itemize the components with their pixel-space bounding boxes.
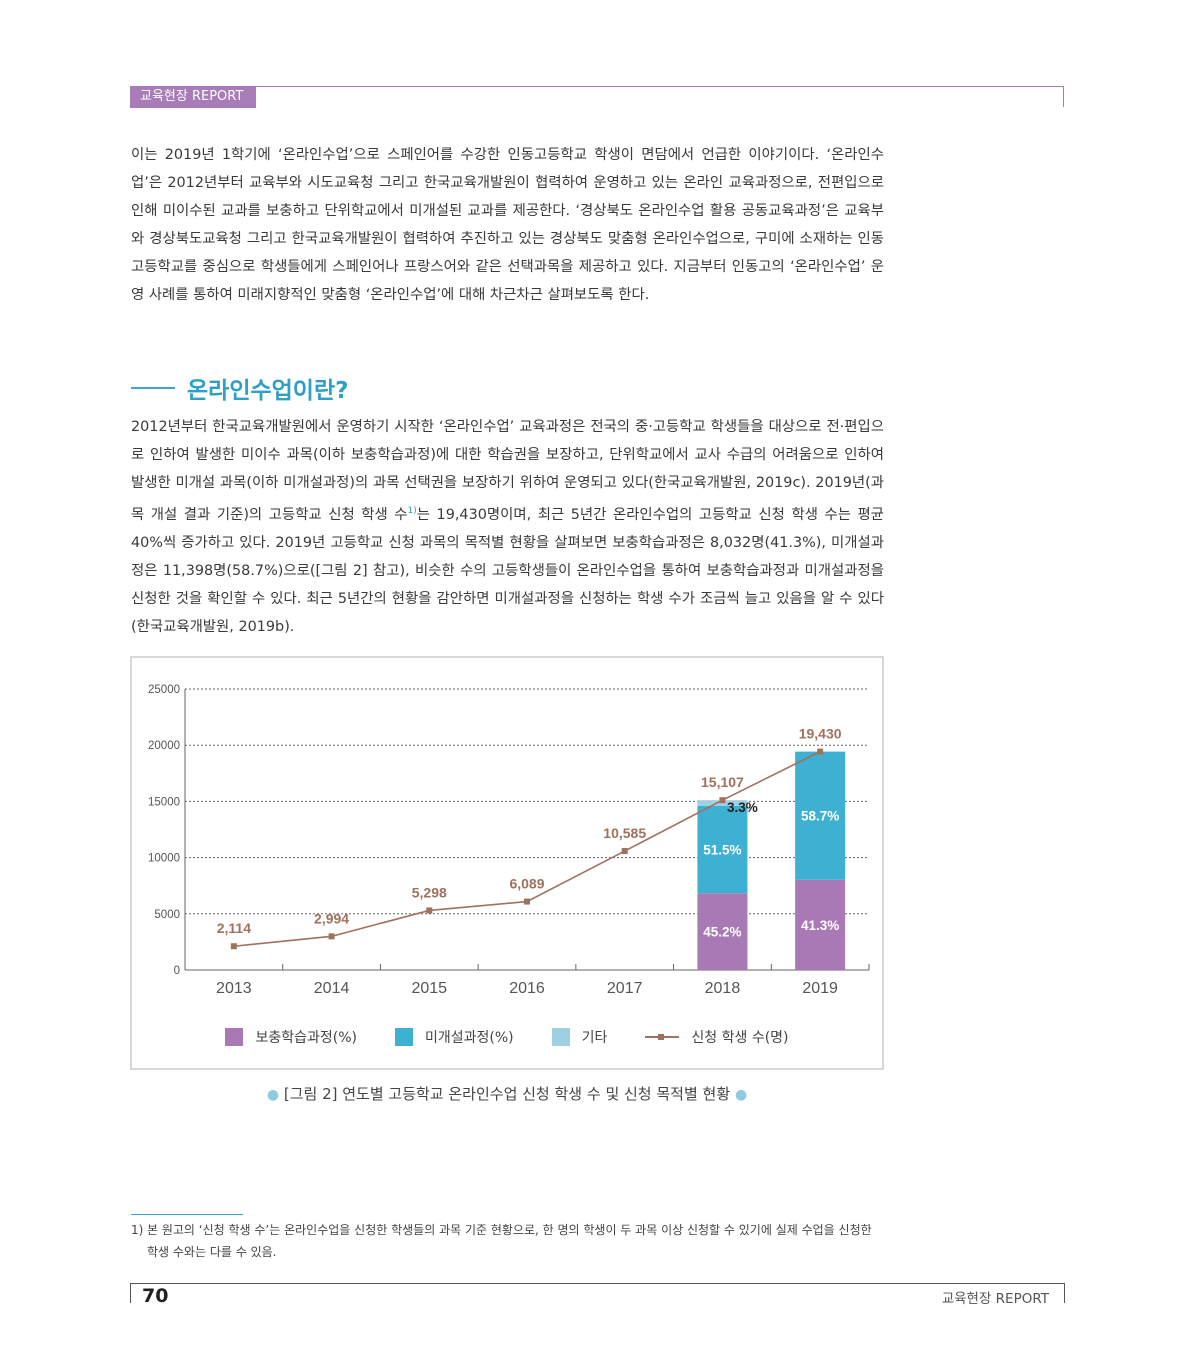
legend-label-unopened: 미개설과정(%) bbox=[425, 1030, 514, 1046]
figure-caption: ● [그림 2] 연도별 고등학교 온라인수업 신청 학생 수 및 신청 목적별… bbox=[130, 1083, 884, 1104]
bar-label-2-2018: 3.3% bbox=[727, 800, 758, 815]
legend-swatch-remedial bbox=[225, 1028, 244, 1046]
x-tick-label-2: 2015 bbox=[411, 980, 447, 997]
caption-bullet-right: ● bbox=[734, 1087, 748, 1103]
bar-1-2018 bbox=[697, 805, 748, 894]
legend-label-other: 기타 bbox=[581, 1030, 608, 1046]
bar-label-1-2018: 51.5% bbox=[703, 843, 741, 858]
caption-bullet-left: ● bbox=[266, 1087, 280, 1103]
line-label-2014: 2,994 bbox=[314, 910, 349, 926]
x-tick-label-3: 2016 bbox=[509, 980, 545, 997]
line-label-2017: 10,585 bbox=[603, 825, 646, 841]
legend-label-applicants: 신청 학생 수(명) bbox=[691, 1030, 789, 1046]
line-label-2018: 15,107 bbox=[701, 774, 744, 790]
bar-label-0-2018: 45.2% bbox=[703, 925, 741, 940]
section-heading: 온라인수업이란? bbox=[131, 370, 348, 406]
footer-rule bbox=[130, 1283, 1065, 1303]
line-point-2015 bbox=[426, 907, 433, 914]
footnote-line-2: 학생 수와는 다를 수 있음. bbox=[147, 1245, 277, 1259]
line-point-2018 bbox=[719, 797, 726, 804]
line-point-2019 bbox=[817, 748, 824, 755]
section-title: 온라인수업이란? bbox=[187, 378, 349, 404]
chart-legend: 보충학습과정(%) 미개설과정(%) 기타 신청 학생 수(명) bbox=[132, 1024, 882, 1050]
line-label-2019: 19,430 bbox=[799, 726, 842, 742]
footnote-line-1: 본 원고의 ‘신청 학생 수’는 온라인수업을 신청한 학생들의 과목 기준 현… bbox=[147, 1223, 872, 1237]
line-label-2016: 6,089 bbox=[509, 876, 544, 892]
y-tick-label-1: 5000 bbox=[154, 909, 180, 921]
x-tick-label-5: 2018 bbox=[705, 980, 741, 997]
line-label-2013: 2,114 bbox=[217, 920, 251, 936]
body-text-part1: 2012년부터 한국교육개발원에서 운영하기 시작한 ‘온라인수업’ 교육과정은… bbox=[131, 419, 884, 523]
bar-1-2019 bbox=[795, 751, 846, 880]
footnote: 1) 본 원고의 ‘신청 학생 수’는 온라인수업을 신청한 학생들의 과목 기준… bbox=[131, 1219, 891, 1263]
line-point-2016 bbox=[524, 898, 530, 905]
y-tick-label-5: 25000 bbox=[148, 684, 180, 696]
legend-line-key bbox=[645, 1032, 680, 1042]
footnote-marker[interactable]: 1) bbox=[407, 506, 417, 516]
bar-label-1-2019: 58.7% bbox=[801, 809, 839, 824]
body-paragraph: 2012년부터 한국교육개발원에서 운영하기 시작한 ‘온라인수업’ 교육과정은… bbox=[131, 413, 884, 641]
y-tick-label-3: 15000 bbox=[148, 796, 180, 808]
y-tick-label-2: 10000 bbox=[148, 853, 180, 865]
y-tick-label-4: 20000 bbox=[148, 740, 180, 752]
figure-chart: 0 5000 10000 15000 20000 25000 2013 2014 2015 201… bbox=[130, 656, 884, 1070]
line-point-2013 bbox=[230, 943, 237, 950]
legend-item-other: 기타 bbox=[551, 1027, 608, 1047]
caption-text: [그림 2] 연도별 고등학교 온라인수업 신청 학생 수 및 신청 목적별 현… bbox=[283, 1085, 731, 1103]
line-label-2015: 5,298 bbox=[412, 884, 447, 900]
line-point-2017 bbox=[621, 848, 628, 855]
section-heading-dash bbox=[131, 387, 175, 389]
x-tick-label-4: 2017 bbox=[607, 980, 643, 997]
legend-item-unopened: 미개설과정(%) bbox=[395, 1027, 514, 1047]
bar-label-0-2019: 41.3% bbox=[801, 918, 839, 933]
intro-paragraph: 이는 2019년 1학기에 ‘온라인수업’으로 스페인어를 수강한 인동고등학교… bbox=[131, 147, 884, 303]
header-section-tag: 교육현장 REPORT bbox=[130, 86, 256, 108]
body-text-part2: 는 19,430명이며, 최근 5년간 온라인수업의 고등학교 신청 학생 수는… bbox=[131, 506, 884, 635]
footnote-number: 1) bbox=[131, 1223, 144, 1237]
x-tick-label-1: 2014 bbox=[314, 980, 350, 997]
footnote-rule bbox=[131, 1214, 243, 1215]
bar-0-2018 bbox=[697, 893, 748, 970]
bar-0-2019 bbox=[795, 879, 846, 970]
x-tick-label-0: 2013 bbox=[216, 980, 252, 997]
x-tick-label-6: 2019 bbox=[802, 980, 838, 997]
legend-swatch-unopened bbox=[395, 1028, 413, 1046]
y-tick-label-0: 0 bbox=[174, 965, 180, 977]
footer-magazine-name: 교육현장 REPORT bbox=[941, 1291, 1049, 1307]
header-rule bbox=[256, 86, 1064, 107]
legend-label-remedial: 보충학습과정(%) bbox=[255, 1030, 357, 1046]
legend-item-applicants: 신청 학생 수(명) bbox=[645, 1027, 789, 1047]
line-point-2014 bbox=[328, 933, 335, 940]
page-number: 70 bbox=[142, 1285, 169, 1307]
legend-item-remedial: 보충학습과정(%) bbox=[225, 1027, 357, 1047]
legend-swatch-other bbox=[551, 1028, 570, 1046]
chart-svg: 0 5000 10000 15000 20000 25000 2013 2014 2015 201… bbox=[148, 684, 870, 997]
